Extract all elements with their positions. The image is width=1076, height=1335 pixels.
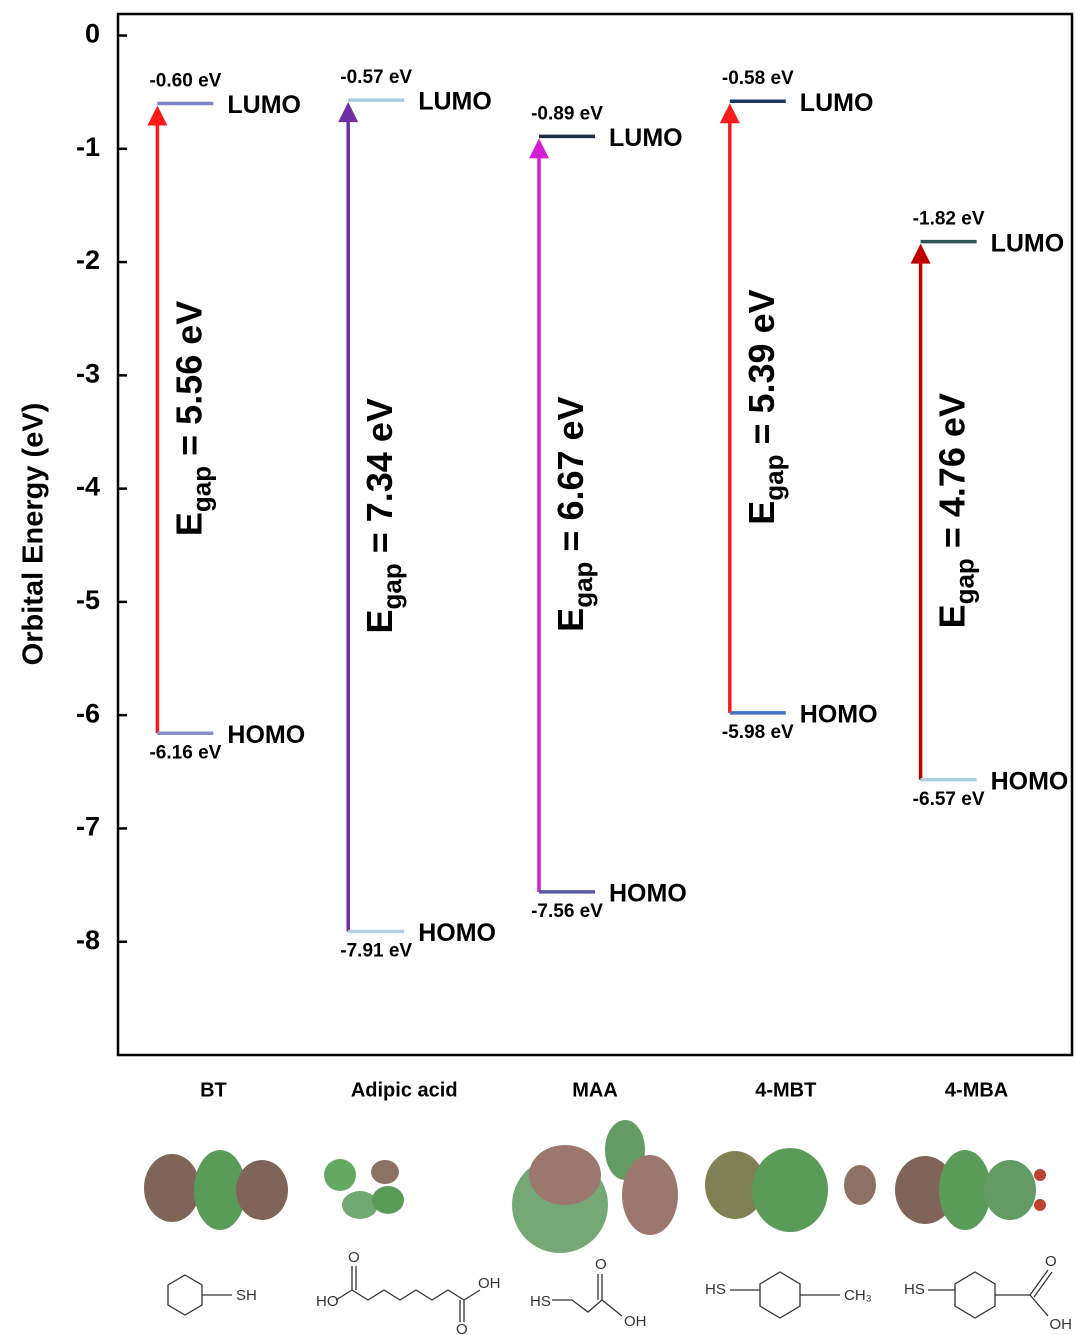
level-name: HOMO <box>800 701 878 729</box>
gap-label: Egap = 6.67 eV <box>550 396 598 631</box>
gap-symbol: E <box>740 501 781 525</box>
level-name: LUMO <box>609 124 683 152</box>
y-tick-label: -3 <box>76 358 100 388</box>
gap-label: Egap = 5.39 eV <box>740 289 788 524</box>
value-label: -7.56 eV <box>531 901 603 922</box>
category-label: 4-MBA <box>945 1079 1008 1101</box>
gap-label: Egap = 7.34 eV <box>359 398 407 633</box>
gap-subscript: gap <box>186 466 216 512</box>
gap-label: Egap = 4.76 eV <box>931 393 979 628</box>
structure-maa: HS O OH <box>530 1256 647 1330</box>
atom-label: O <box>456 1321 468 1335</box>
level-name: LUMO <box>991 229 1065 257</box>
atom-label: SH <box>236 1287 257 1304</box>
level-name: LUMO <box>800 89 874 117</box>
level-name: HOMO <box>991 767 1069 795</box>
atom-label: HS <box>904 1281 925 1298</box>
gap-symbol: E <box>931 604 972 628</box>
y-tick-label: -8 <box>76 925 100 955</box>
y-tick-label: -1 <box>76 132 100 162</box>
category-label: BT <box>200 1079 227 1101</box>
chart: Orbital Energy (eV) SH HO O O OH <box>0 0 1076 1335</box>
value-label: -6.16 eV <box>149 742 221 763</box>
gap-subscript: gap <box>759 455 789 501</box>
gap-arrow <box>911 244 931 780</box>
value-label: -0.89 eV <box>531 103 603 124</box>
y-tick-label: 0 <box>85 19 100 49</box>
value-label: -6.57 eV <box>913 789 985 810</box>
gap-subscript: gap <box>568 562 598 608</box>
atom-label: HS <box>705 1281 726 1298</box>
y-tick-label: -6 <box>76 698 100 728</box>
atom-label: OH <box>1050 1316 1073 1333</box>
category-label: 4-MBT <box>755 1079 816 1101</box>
level-name: HOMO <box>227 721 305 749</box>
gap-arrow <box>529 138 549 892</box>
atom-label: O <box>1045 1253 1057 1270</box>
gap-arrow <box>338 102 358 931</box>
atom-label: OH <box>624 1313 647 1330</box>
gap-value: = 4.76 eV <box>931 393 972 548</box>
arrow-head <box>720 103 740 123</box>
plot-frame <box>118 14 1072 1055</box>
atom-label: OH <box>478 1275 501 1292</box>
value-label: -0.58 eV <box>722 68 794 89</box>
value-label: -7.91 eV <box>340 941 412 962</box>
level-name: LUMO <box>227 91 301 119</box>
structure-adipic: HO O O OH <box>316 1249 501 1335</box>
gap-symbol: E <box>359 609 400 633</box>
y-tick-label: -4 <box>76 472 100 502</box>
level-name: LUMO <box>418 88 492 116</box>
arrow-head <box>529 138 549 158</box>
structure-4mbt: HS CH₃ <box>705 1272 872 1318</box>
arrow-head <box>147 105 167 125</box>
structure-4mba: HS O OH <box>904 1253 1072 1333</box>
gap-value: = 6.67 eV <box>550 396 591 551</box>
gap-symbol: E <box>168 512 209 536</box>
value-label: -0.57 eV <box>340 67 412 88</box>
y-axis-label: Orbital Energy (eV) <box>18 403 50 666</box>
value-label: -0.60 eV <box>149 71 221 92</box>
atom-label: CH₃ <box>844 1287 872 1304</box>
category-label: MAA <box>572 1079 618 1101</box>
gap-symbol: E <box>550 608 591 632</box>
level-name: HOMO <box>418 919 496 947</box>
gap-arrow <box>147 105 167 733</box>
gap-subscript: gap <box>949 558 979 604</box>
gap-value: = 5.56 eV <box>168 301 209 456</box>
arrow-head <box>338 102 358 122</box>
gap-value: = 5.39 eV <box>740 289 781 444</box>
category-label: Adipic acid <box>351 1079 458 1101</box>
value-label: -1.82 eV <box>913 209 985 230</box>
value-label: -5.98 eV <box>722 722 794 743</box>
gap-subscript: gap <box>377 563 407 609</box>
y-tick-label: -2 <box>76 245 100 275</box>
structure-bt: SH <box>168 1275 257 1315</box>
atom-label: O <box>595 1256 607 1273</box>
page: Orbital Energy Diagram {"chart_data": {"… <box>0 0 1076 1335</box>
atom-label: HO <box>316 1293 339 1310</box>
arrow-head <box>911 244 931 264</box>
y-tick-label: -5 <box>76 585 100 615</box>
atom-label: HS <box>530 1293 551 1310</box>
level-name: HOMO <box>609 879 687 907</box>
gap-label: Egap = 5.56 eV <box>168 301 216 536</box>
orbital-pictures <box>144 1120 1046 1253</box>
gap-arrow <box>720 103 740 713</box>
body: Orbital Energy (eV) SH HO O O OH <box>0 0 1076 1335</box>
atom-label: O <box>348 1249 360 1266</box>
gap-value: = 7.34 eV <box>359 398 400 553</box>
y-tick-label: -7 <box>76 812 100 842</box>
